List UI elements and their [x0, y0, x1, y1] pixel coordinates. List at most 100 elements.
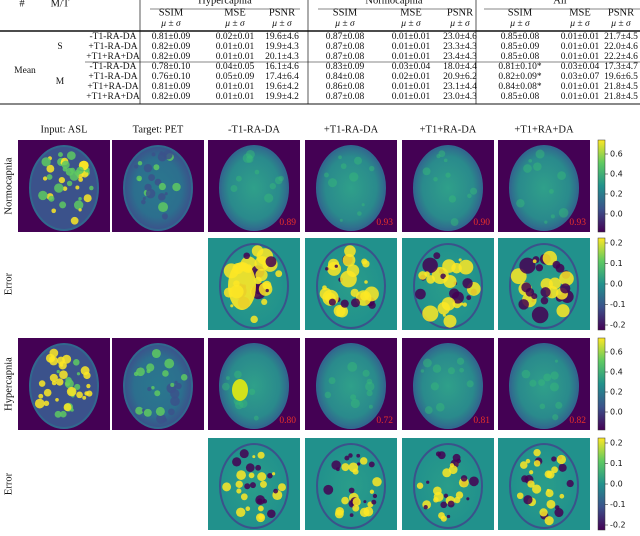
texture — [362, 260, 370, 268]
texture — [250, 315, 258, 324]
texture — [170, 389, 180, 399]
texture — [75, 185, 80, 190]
texture — [43, 388, 52, 397]
cell: 22.0±4.6 — [604, 42, 638, 52]
texture — [440, 515, 447, 522]
cell: 20.1±4.3 — [265, 52, 299, 62]
colorbar-tick-label: 0.0 — [610, 408, 623, 417]
metric-header: PSNR — [447, 7, 473, 18]
texture — [59, 370, 68, 380]
texture — [519, 461, 528, 469]
texture — [336, 467, 340, 472]
texture — [533, 460, 541, 467]
texture — [550, 371, 559, 380]
texture — [235, 175, 242, 182]
texture — [368, 461, 375, 468]
texture — [349, 513, 354, 518]
texture — [325, 267, 329, 271]
cell: 0.81±0.10* — [498, 62, 541, 72]
brain-image — [112, 338, 204, 430]
brain — [413, 443, 483, 529]
texture — [78, 177, 84, 182]
texture — [433, 491, 444, 502]
cell: 0.81±0.09 — [152, 82, 191, 92]
texture — [73, 200, 84, 210]
cell: 0.02±0.01 — [392, 72, 431, 82]
texture — [155, 406, 165, 416]
texture — [535, 264, 544, 272]
texture — [164, 358, 175, 369]
texture — [554, 505, 560, 510]
texture — [369, 165, 375, 172]
texture — [148, 174, 156, 181]
texture — [244, 483, 251, 490]
texture — [426, 275, 435, 284]
texture — [338, 155, 342, 160]
texture — [456, 357, 465, 365]
texture — [267, 472, 273, 479]
texture — [62, 186, 68, 191]
texture — [420, 369, 425, 373]
cell: 0.84±0.08* — [498, 82, 541, 92]
texture — [460, 475, 468, 482]
row-label: Hypercapnia — [3, 357, 14, 411]
texture — [339, 218, 343, 222]
texture — [445, 172, 451, 178]
cell: 0.01±0.01 — [392, 52, 431, 62]
texture — [255, 495, 266, 505]
ssim-score: 0.72 — [376, 416, 393, 426]
texture — [458, 259, 474, 275]
texture — [86, 390, 93, 397]
cell: 20.9±6.2 — [443, 72, 477, 82]
texture — [333, 304, 346, 317]
blob — [232, 379, 248, 401]
texture — [516, 492, 524, 500]
texture — [164, 192, 168, 196]
texture — [55, 397, 59, 402]
texture — [61, 160, 70, 169]
texture — [254, 256, 270, 271]
texture — [174, 380, 178, 385]
texture — [66, 180, 73, 187]
cell: 17.4±6.4 — [265, 72, 299, 82]
texture — [438, 150, 446, 158]
texture — [352, 497, 361, 506]
row-label: Error — [3, 472, 14, 495]
texture — [460, 302, 464, 306]
ssim-score: 0.90 — [473, 218, 490, 228]
column-title: +T1-RA-DA — [324, 124, 379, 135]
texture — [532, 484, 542, 494]
metric-header: MSE — [400, 7, 422, 18]
texture — [557, 171, 566, 180]
section-label: S — [57, 42, 62, 52]
texture — [430, 382, 439, 391]
texture — [275, 270, 283, 278]
texture — [254, 169, 260, 175]
texture — [51, 208, 57, 214]
cell: 0.01±0.01 — [392, 42, 431, 52]
texture — [422, 167, 431, 176]
brain-image — [208, 140, 300, 232]
texture — [371, 499, 377, 505]
cell: 17.3±4.7 — [604, 62, 638, 72]
texture — [265, 288, 269, 293]
texture — [353, 156, 362, 165]
texture — [248, 472, 255, 479]
ssim-score: 0.93 — [569, 218, 586, 228]
texture — [78, 208, 82, 212]
texture — [466, 380, 474, 388]
cell: 23.4±4.3 — [443, 52, 477, 62]
colorbar — [597, 139, 606, 233]
brain — [29, 343, 99, 429]
table-rules — [0, 0, 640, 105]
column-title: Target: PET — [133, 124, 184, 135]
cell: 0.85±0.08 — [501, 32, 540, 42]
texture — [158, 202, 169, 213]
texture — [459, 367, 464, 373]
column-title: +T1+RA-DA — [420, 124, 477, 135]
texture — [350, 394, 357, 401]
metric-header: PSNR — [269, 7, 295, 18]
ssim-score: 0.89 — [279, 218, 296, 228]
cell: 0.01±0.01 — [561, 42, 600, 52]
colorbar-tick-label: 0.0 — [610, 280, 623, 289]
